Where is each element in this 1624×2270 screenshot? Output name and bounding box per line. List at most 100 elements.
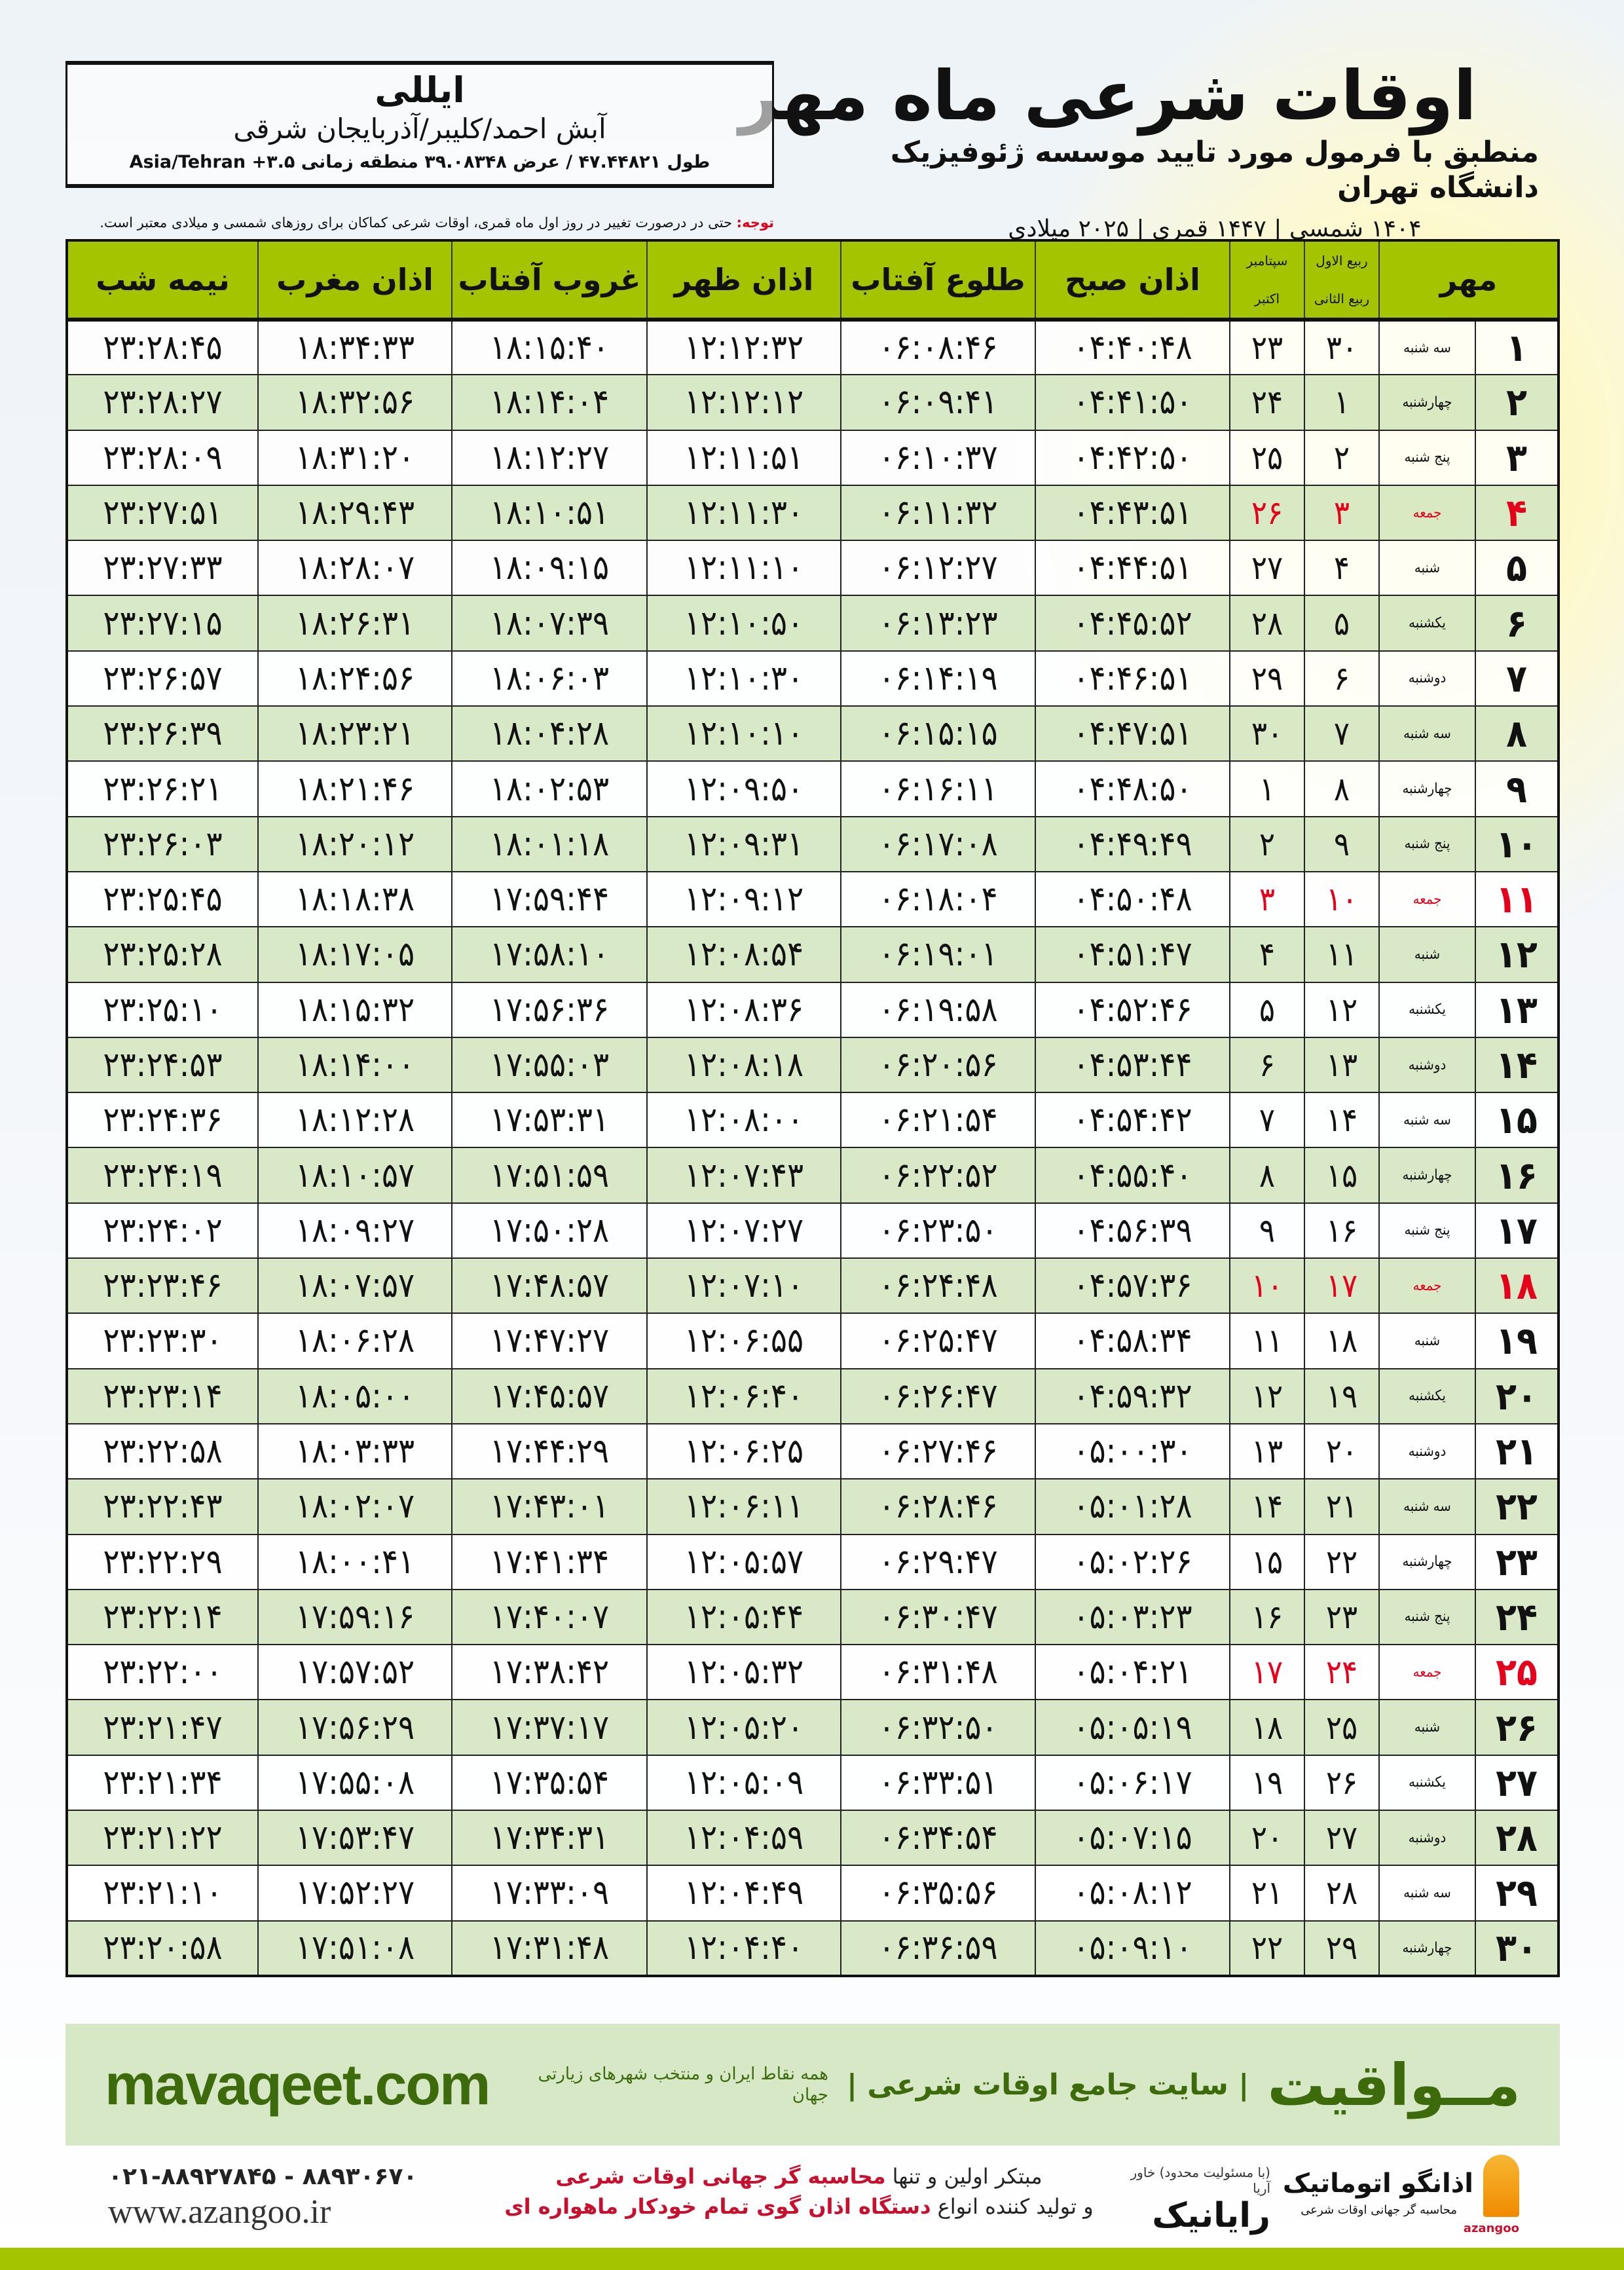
table-row: ۲۸ دوشنبه ۲۷ ۲۰ ۰۵:۰۷:۱۵ ۰۶:۳۴:۵۴ ۱۲:۰۴:۵۹ ۱۷:۳…	[66, 1810, 1559, 1867]
zohr-time: ۱۲:۱۱:۳۰	[646, 484, 841, 542]
rayanik-sub: (با مسئولیت محدود) خاور آریا	[1130, 2165, 1271, 2196]
zohr-time: ۱۲:۰۶:۵۵	[646, 1312, 841, 1369]
nimeh-time: ۲۳:۲۸:۴۵	[66, 318, 259, 376]
ghorub-time: ۱۷:۳۵:۵۴	[451, 1754, 648, 1812]
header-subh: اذان صبح	[1035, 240, 1230, 320]
table-row: ۸ سه شنبه ۷ ۳۰ ۰۴:۴۷:۵۱ ۰۶:۱۵:۱۵ ۱۲:۱۰:۱۰ ۱۸:۰۴…	[66, 705, 1559, 762]
zohr-time: ۱۲:۱۰:۳۰	[646, 650, 841, 707]
nimeh-time: ۲۳:۲۲:۰۰	[66, 1644, 259, 1701]
promo-text: مبتکر اولین و تنها محاسبه گر جهانی اوقات…	[498, 2161, 1100, 2222]
header-zohr: اذان ظهر	[646, 240, 841, 320]
table-row: ۲۹ سه شنبه ۲۸ ۲۱ ۰۵:۰۸:۱۲ ۰۶:۳۵:۵۶ ۱۲:۰۴:۴۹ ۱۷:…	[66, 1865, 1559, 1922]
weekday: چهارشنبه	[1378, 374, 1476, 431]
maghrib-time: ۱۸:۱۷:۰۵	[257, 926, 452, 983]
tolu-time: ۰۶:۲۶:۴۷	[840, 1368, 1036, 1424]
zohr-time: ۱۲:۰۴:۴۰	[646, 1920, 841, 1977]
zohr-time: ۱۲:۰۵:۴۴	[646, 1588, 841, 1646]
zohr-time: ۱۲:۱۲:۳۲	[646, 318, 841, 376]
subh-time: ۰۴:۵۶:۳۹	[1035, 1202, 1230, 1259]
nimeh-time: ۲۳:۲۵:۴۵	[66, 870, 259, 928]
weekday: چهارشنبه	[1378, 1920, 1476, 1977]
subh-time: ۰۵:۰۴:۲۱	[1035, 1644, 1230, 1701]
day-number: ۲۷	[1475, 1754, 1559, 1812]
subh-time: ۰۴:۴۲:۵۰	[1035, 429, 1230, 486]
mavaqeet-banner: مــواقیت | سایت جامع اوقات شرعی | همه نق…	[65, 2024, 1560, 2146]
ghorub-time: ۱۸:۱۰:۵۱	[451, 484, 648, 542]
weekday: شنبه	[1378, 1312, 1476, 1369]
weekday: دوشنبه	[1378, 1810, 1476, 1867]
tolu-time: ۰۶:۲۲:۵۲	[840, 1147, 1036, 1204]
miladi-day: ۲۳	[1229, 318, 1305, 376]
header-miladi-bottom: اکتبر	[1254, 291, 1280, 307]
website-link[interactable]: mavaqeet.com	[105, 2052, 490, 2117]
subh-time: ۰۴:۴۴:۵۱	[1035, 540, 1230, 597]
day-number: ۹	[1475, 760, 1559, 817]
note-text: حتی در درصورت تغییر در روز اول ماه قمری،…	[100, 215, 737, 231]
weekday: جمعه	[1378, 1257, 1476, 1314]
table-row: ۱۸ جمعه ۱۷ ۱۰ ۰۴:۵۷:۳۶ ۰۶:۲۴:۴۸ ۱۲:۰۷:۱۰ ۱۷:۴۸:…	[66, 1257, 1559, 1314]
ghorub-time: ۱۸:۱۵:۴۰	[451, 318, 648, 376]
table-row: ۱۰ پنج شنبه ۹ ۲ ۰۴:۴۹:۴۹ ۰۶:۱۷:۰۸ ۱۲:۰۹:۳۱ ۱۸:۰…	[66, 815, 1559, 872]
miladi-day: ۲۶	[1229, 484, 1305, 542]
header-block: اوقات شرعی ماه مهر منطبق با فرمول مورد ت…	[739, 59, 1539, 244]
nimeh-time: ۲۳:۲۴:۰۲	[66, 1202, 259, 1259]
subh-time: ۰۴:۴۸:۵۰	[1035, 760, 1230, 817]
table-row: ۱۳ یکشنبه ۱۲ ۵ ۰۴:۵۲:۴۶ ۰۶:۱۹:۵۸ ۱۲:۰۸:۳۶ ۱۷:۵۶…	[66, 981, 1559, 1038]
table-row: ۱۵ سه شنبه ۱۴ ۷ ۰۴:۵۴:۴۲ ۰۶:۲۱:۵۴ ۱۲:۰۸:۰۰ ۱۷:۵…	[66, 1092, 1559, 1149]
tolu-time: ۰۶:۳۲:۵۰	[840, 1699, 1036, 1756]
maghrib-time: ۱۸:۳۴:۳۳	[257, 318, 452, 376]
table-row: ۱۷ پنج شنبه ۱۶ ۹ ۰۴:۵۶:۳۹ ۰۶:۲۳:۵۰ ۱۲:۰۷:۲۷ ۱۷:…	[66, 1202, 1559, 1259]
zohr-time: ۱۲:۰۹:۵۰	[646, 760, 841, 817]
day-number: ۷	[1475, 650, 1559, 707]
qamari-day: ۳	[1304, 484, 1380, 542]
location-path: آبش احمد/کلیبر/آذربایجان شرقی	[233, 113, 606, 145]
weekday: دوشنبه	[1378, 1423, 1476, 1480]
day-number: ۲۱	[1475, 1423, 1559, 1480]
zohr-time: ۱۲:۰۶:۱۱	[646, 1478, 841, 1535]
qamari-day: ۱۷	[1304, 1257, 1380, 1314]
azangoo-website[interactable]: www.azangoo.ir	[108, 2193, 331, 2231]
ghorub-time: ۱۷:۴۸:۵۷	[451, 1257, 648, 1314]
tolu-time: ۰۶:۲۵:۴۷	[840, 1312, 1036, 1369]
maghrib-time: ۱۸:۲۸:۰۷	[257, 540, 452, 597]
maghrib-time: ۱۷:۵۹:۱۶	[257, 1588, 452, 1646]
zohr-time: ۱۲:۰۷:۲۷	[646, 1202, 841, 1259]
miladi-day: ۲۵	[1229, 429, 1305, 486]
nimeh-time: ۲۳:۲۷:۵۱	[66, 484, 259, 542]
zohr-time: ۱۲:۰۷:۴۳	[646, 1147, 841, 1204]
header-qamari: ربیع الاول ربیع الثانی	[1304, 240, 1379, 320]
header-tolu: طلوع آفتاب	[840, 240, 1035, 320]
qamari-day: ۶	[1304, 650, 1380, 707]
miladi-day: ۶	[1229, 1036, 1305, 1094]
zohr-time: ۱۲:۰۵:۵۷	[646, 1533, 841, 1590]
qamari-day: ۵	[1304, 595, 1380, 652]
ghorub-time: ۱۷:۳۳:۰۹	[451, 1865, 648, 1922]
subh-time: ۰۴:۴۶:۵۱	[1035, 650, 1230, 707]
banner-subtext: همه نقاط ایران و منتخب شهرهای زیارتی جها…	[538, 2064, 828, 2105]
header-ghorub: غروب آفتاب	[451, 240, 647, 320]
subh-time: ۰۴:۵۹:۳۲	[1035, 1368, 1230, 1424]
nimeh-time: ۲۳:۲۵:۱۰	[66, 981, 259, 1038]
tolu-time: ۰۶:۳۱:۴۸	[840, 1644, 1036, 1701]
nimeh-time: ۲۳:۲۱:۳۴	[66, 1754, 259, 1812]
subh-time: ۰۵:۰۷:۱۵	[1035, 1810, 1230, 1867]
tolu-time: ۰۶:۳۵:۵۶	[840, 1865, 1036, 1922]
day-number: ۱۷	[1475, 1202, 1559, 1259]
day-number: ۲۹	[1475, 1865, 1559, 1922]
header-miladi: سپتامبر اکتبر	[1229, 240, 1304, 320]
qamari-day: ۲۱	[1304, 1478, 1380, 1535]
subh-time: ۰۵:۰۵:۱۹	[1035, 1699, 1230, 1756]
header-nimeh: نیمه شب	[66, 240, 258, 320]
maghrib-time: ۱۸:۲۰:۱۲	[257, 815, 452, 872]
table-row: ۲۷ یکشنبه ۲۶ ۱۹ ۰۵:۰۶:۱۷ ۰۶:۳۳:۵۱ ۱۲:۰۵:۰۹ ۱۷:۳…	[66, 1754, 1559, 1812]
table-row: ۲۲ سه شنبه ۲۱ ۱۴ ۰۵:۰۱:۲۸ ۰۶:۲۸:۴۶ ۱۲:۰۶:۱۱ ۱۷:…	[66, 1478, 1559, 1535]
zohr-time: ۱۲:۰۴:۵۹	[646, 1810, 841, 1867]
rayanik-name: رایانیک	[1152, 2196, 1270, 2235]
ghorub-time: ۱۷:۴۵:۵۷	[451, 1368, 648, 1424]
ghorub-time: ۱۷:۵۶:۳۶	[451, 981, 648, 1038]
nimeh-time: ۲۳:۲۶:۵۷	[66, 650, 259, 707]
header-qamari-top: ربیع الاول	[1316, 253, 1368, 269]
bottom-bar	[0, 2248, 1624, 2270]
miladi-day: ۲۹	[1229, 650, 1305, 707]
tolu-time: ۰۶:۲۷:۴۶	[840, 1423, 1036, 1480]
